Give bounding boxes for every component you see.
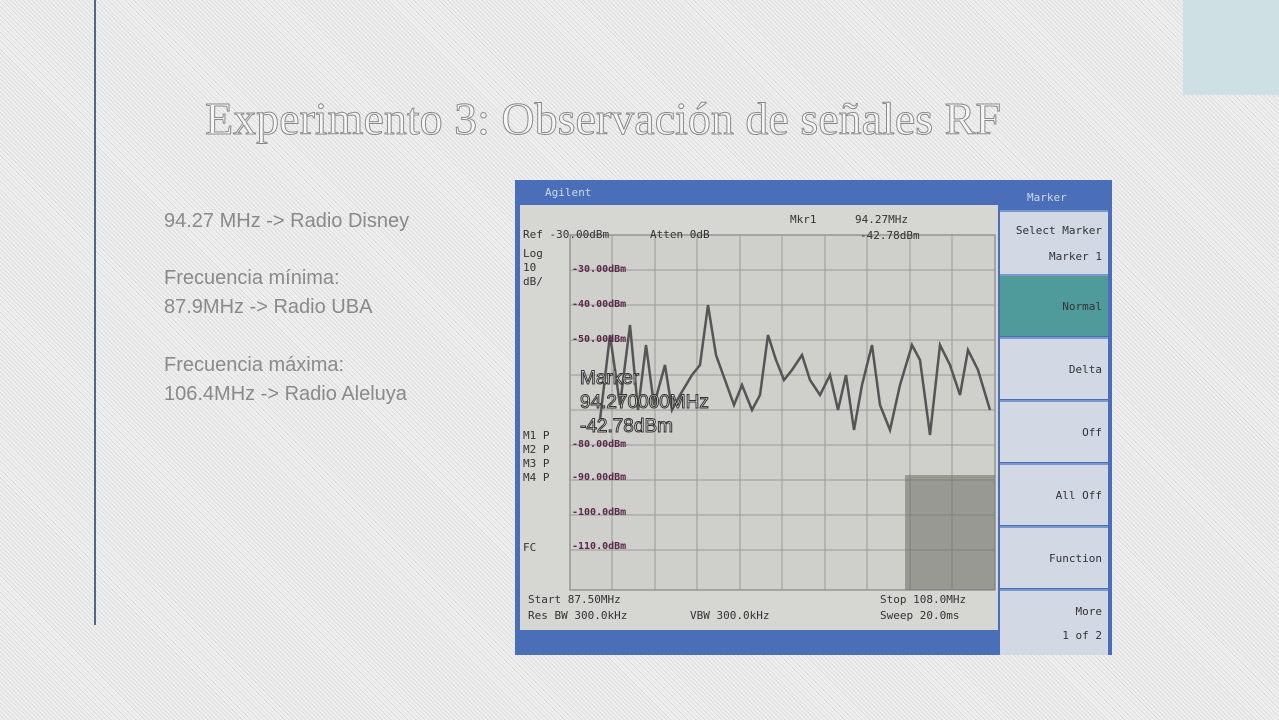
vbw: VBW 300.0kHz (690, 609, 770, 622)
softkey: All Off (1000, 463, 1108, 525)
scale: Log (523, 247, 543, 260)
corner-block (1183, 0, 1279, 95)
softkey-label: 1 of 2 (1062, 629, 1102, 642)
softkey: More 1 of 2 (1000, 589, 1108, 655)
side-label: M2 P (523, 443, 550, 456)
text-line: 94.27 MHz -> Radio Disney (164, 210, 410, 232)
atten: Atten 0dB (650, 228, 710, 241)
start-freq: Start 87.50MHz (528, 593, 621, 606)
brand: Agilent (545, 186, 592, 199)
softkey-label: All Off (1055, 489, 1102, 502)
y-label: -40.00dBm (572, 299, 627, 310)
ref-level: Ref -30.00dBm (523, 228, 610, 241)
overlay-text: 94.270000MHz (580, 392, 710, 414)
trace (598, 304, 992, 436)
overlay-text: Marker (579, 368, 640, 390)
text-line: 106.4MHz -> Radio Aleluya (164, 383, 407, 405)
y-label: -90.00dBm (572, 472, 627, 483)
accent-line (94, 0, 96, 625)
softkey: Off (1000, 400, 1108, 462)
y-label: -80.00dBm (572, 439, 627, 450)
y-label: -110.0dBm (572, 541, 627, 552)
softkey-title: Marker (1027, 191, 1067, 204)
softkey-label: Marker 1 (1049, 250, 1102, 263)
slide-title: Experimento 3: Observación de señales RF (205, 93, 1002, 145)
softkey: Normal (1000, 274, 1108, 336)
softkey-label: Normal (1062, 300, 1102, 313)
softkey-label: Delta (1068, 363, 1102, 376)
side-label: FC (523, 541, 537, 554)
softkey: Delta (1000, 337, 1108, 399)
side-label: M3 P (523, 457, 550, 470)
marker-level: -42.78dBm (860, 229, 920, 242)
scale: 10 (523, 261, 537, 274)
marker-freq: 94.27MHz (855, 213, 908, 226)
marker-label: Mkr1 (790, 213, 817, 226)
text-line: 87.9MHz -> Radio UBA (164, 296, 373, 318)
y-label: -30.00dBm (572, 264, 627, 275)
side-label: M4 P (523, 471, 550, 484)
softkey-label: More (1075, 605, 1103, 618)
stop-freq: Stop 108.0MHz (880, 593, 967, 606)
y-label: -100.0dBm (572, 507, 627, 518)
sweep: Sweep 20.0ms (880, 609, 960, 622)
scale: dB/ (523, 275, 543, 288)
softkey-label: Function (1049, 552, 1102, 565)
softkey: Function (1000, 526, 1108, 588)
softkey: Select Marker Marker 1 (1000, 210, 1108, 274)
graticule (569, 234, 996, 591)
y-label: -50.00dBm (572, 334, 627, 345)
softkey-label: Off (1082, 426, 1102, 439)
res-bw: Res BW 300.0kHz (528, 609, 628, 622)
analyzer-photo: Agilent Marker Ref -30.00dBm Atten 0dB L… (515, 180, 1112, 655)
side-label: M1 P (523, 429, 550, 442)
text-line: Frecuencia mínima: (164, 267, 340, 289)
softkey-label: Select Marker (1015, 224, 1102, 237)
text-line: Frecuencia máxima: (164, 354, 345, 376)
screen: Ref -30.00dBm Atten 0dB Log 10 dB/ Mkr1 … (520, 205, 998, 630)
overlay-text: -42.78dBm (580, 416, 674, 438)
